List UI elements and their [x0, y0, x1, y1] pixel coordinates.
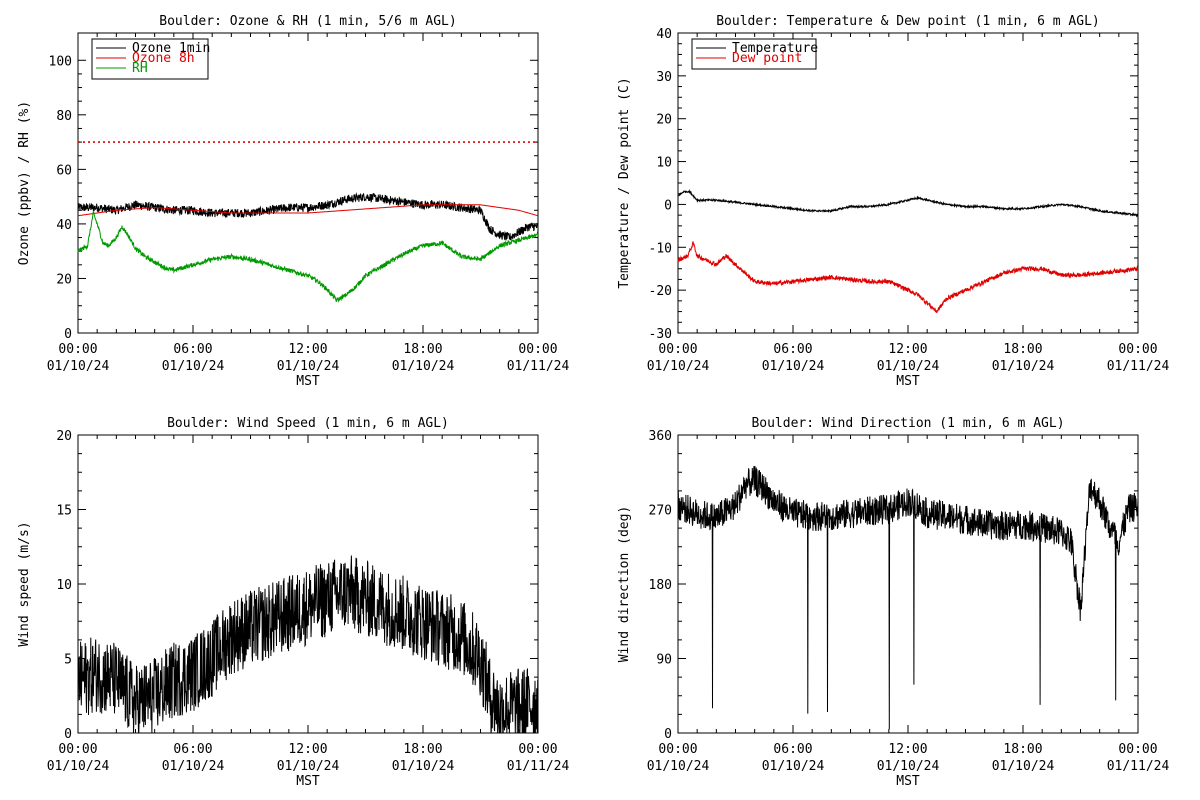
y-tick-label: 0 — [64, 327, 72, 342]
chart-panel-1 — [677, 32, 1139, 334]
x-axis-label: MST — [296, 774, 320, 789]
x-tick-date-label: 01/10/24 — [277, 759, 340, 774]
x-tick-time-label: 06:00 — [773, 342, 812, 357]
y-tick-label: 360 — [649, 429, 672, 444]
series-line-0 — [677, 466, 1139, 730]
y-tick-label: 0 — [664, 198, 672, 213]
x-tick-date-label: 01/10/24 — [762, 759, 825, 774]
chart-panel-2 — [77, 434, 539, 734]
chart-title: Boulder: Wind Direction (1 min, 6 m AGL) — [751, 416, 1064, 431]
x-tick-time-label: 00:00 — [518, 342, 557, 357]
x-tick-date-label: 01/10/24 — [762, 359, 825, 374]
legend-entry-label: Ozone 1min — [132, 41, 210, 56]
x-tick-date-label: 01/10/24 — [992, 359, 1055, 374]
y-tick-label: 15 — [56, 504, 72, 519]
y-tick-label: 20 — [56, 429, 72, 444]
y-tick-label: 90 — [656, 653, 672, 668]
x-tick-time-label: 06:00 — [773, 742, 812, 757]
y-tick-label: 270 — [649, 504, 672, 519]
legend-entry-label: Ozone 8h — [132, 51, 195, 66]
x-axis-label: MST — [896, 774, 920, 789]
y-tick-label: 40 — [656, 27, 672, 42]
y-tick-label: 100 — [49, 54, 72, 69]
legend-box — [691, 38, 817, 70]
chart-title: Boulder: Wind Speed (1 min, 6 m AGL) — [167, 416, 449, 431]
x-tick-date-label: 01/10/24 — [877, 359, 940, 374]
y-tick-label: 30 — [656, 70, 672, 85]
x-tick-time-label: 12:00 — [888, 742, 927, 757]
y-tick-label: 10 — [56, 578, 72, 593]
series-line-2 — [77, 211, 539, 303]
y-tick-label: 0 — [64, 727, 72, 742]
y-tick-label: 60 — [56, 163, 72, 178]
legend-box — [91, 38, 209, 80]
x-tick-time-label: 00:00 — [58, 742, 97, 757]
y-tick-label: 10 — [656, 156, 672, 171]
x-tick-date-label: 01/11/24 — [1107, 359, 1170, 374]
x-tick-date-label: 01/11/24 — [1107, 759, 1170, 774]
series-line-0 — [77, 192, 539, 241]
x-tick-time-label: 00:00 — [1118, 742, 1157, 757]
y-axis-label: Temperature / Dew point (C) — [617, 77, 632, 288]
x-tick-time-label: 18:00 — [403, 342, 442, 357]
x-tick-time-label: 18:00 — [403, 742, 442, 757]
y-tick-label: 20 — [656, 113, 672, 128]
series-line-0 — [677, 189, 1139, 218]
y-tick-label: 5 — [64, 653, 72, 668]
x-tick-time-label: 12:00 — [888, 342, 927, 357]
x-tick-date-label: 01/10/24 — [162, 359, 225, 374]
x-tick-time-label: 00:00 — [1118, 342, 1157, 357]
x-tick-time-label: 12:00 — [288, 742, 327, 757]
x-tick-date-label: 01/10/24 — [647, 759, 710, 774]
x-axis-label: MST — [896, 374, 920, 389]
x-tick-date-label: 01/11/24 — [507, 759, 570, 774]
x-tick-date-label: 01/10/24 — [47, 759, 110, 774]
series-line-1 — [677, 241, 1139, 314]
chart-panel-3 — [677, 434, 1139, 734]
x-axis-label: MST — [296, 374, 320, 389]
x-tick-time-label: 18:00 — [1003, 742, 1042, 757]
x-tick-time-label: 06:00 — [173, 742, 212, 757]
y-tick-label: 80 — [56, 109, 72, 124]
chart-title: Boulder: Temperature & Dew point (1 min,… — [716, 14, 1100, 29]
x-tick-time-label: 00:00 — [518, 742, 557, 757]
x-tick-date-label: 01/10/24 — [992, 759, 1055, 774]
y-axis-label: Ozone (ppbv) / RH (%) — [17, 101, 32, 265]
y-axis-label: Wind speed (m/s) — [17, 521, 32, 646]
x-tick-time-label: 12:00 — [288, 342, 327, 357]
x-tick-time-label: 18:00 — [1003, 342, 1042, 357]
y-tick-label: 20 — [56, 272, 72, 287]
y-tick-label: -30 — [649, 327, 672, 342]
y-tick-label: -10 — [649, 241, 672, 256]
y-tick-label: -20 — [649, 284, 672, 299]
x-tick-date-label: 01/10/24 — [277, 359, 340, 374]
x-tick-date-label: 01/10/24 — [392, 359, 455, 374]
legend-entry-label: RH — [132, 61, 148, 76]
series-line-1 — [78, 204, 539, 217]
x-tick-date-label: 01/10/24 — [647, 359, 710, 374]
legend-entry-label: Temperature — [732, 41, 818, 56]
x-tick-date-label: 01/11/24 — [507, 359, 570, 374]
x-tick-time-label: 00:00 — [658, 342, 697, 357]
y-axis-label: Wind direction (deg) — [617, 506, 632, 663]
series-line-0 — [77, 555, 539, 734]
legend-entry-label: Dew point — [732, 51, 802, 66]
x-tick-time-label: 00:00 — [58, 342, 97, 357]
y-tick-label: 180 — [649, 578, 672, 593]
x-tick-time-label: 00:00 — [658, 742, 697, 757]
y-tick-label: 0 — [664, 727, 672, 742]
chart-panel-0 — [77, 32, 539, 334]
chart-title: Boulder: Ozone & RH (1 min, 5/6 m AGL) — [159, 14, 456, 29]
x-tick-time-label: 06:00 — [173, 342, 212, 357]
y-tick-label: 40 — [56, 218, 72, 233]
x-tick-date-label: 01/10/24 — [162, 759, 225, 774]
x-tick-date-label: 01/10/24 — [877, 759, 940, 774]
x-tick-date-label: 01/10/24 — [47, 359, 110, 374]
x-tick-date-label: 01/10/24 — [392, 759, 455, 774]
